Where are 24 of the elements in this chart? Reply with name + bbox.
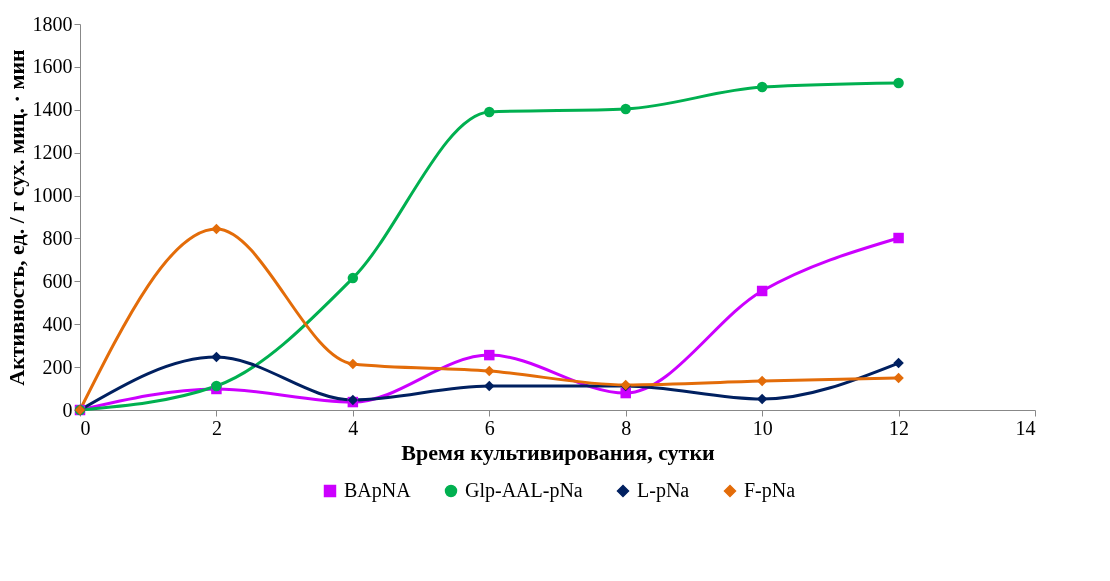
legend-label: BApNA bbox=[344, 479, 412, 502]
y-tick-label: 200 bbox=[42, 355, 73, 378]
y-tick-label: 800 bbox=[42, 226, 73, 249]
y-tick-label: 400 bbox=[42, 312, 73, 335]
x-tick-label: 0 bbox=[80, 416, 91, 439]
y-tick-label: 1600 bbox=[32, 55, 73, 78]
y-tick-label: 0 bbox=[62, 398, 73, 421]
x-tick-label: 14 bbox=[1015, 416, 1036, 439]
x-axis-title: Время культивирования, сутки bbox=[401, 439, 716, 465]
x-tick-label: 12 bbox=[889, 416, 910, 439]
x-tick-label: 10 bbox=[752, 416, 773, 439]
legend-label: L-pNa bbox=[637, 479, 690, 502]
x-tick-label: 8 bbox=[621, 416, 632, 439]
legend-label: F-pNa bbox=[744, 479, 796, 502]
legend-label: Glp-AAL-pNa bbox=[465, 479, 583, 502]
x-tick-label: 6 bbox=[484, 416, 495, 439]
y-axis-title: Активность, ед. / г сух. миц. · мин bbox=[3, 48, 29, 386]
y-tick-label: 1000 bbox=[32, 184, 73, 207]
x-tick-label: 2 bbox=[211, 416, 222, 439]
y-tick-label: 1200 bbox=[32, 141, 73, 164]
y-tick-label: 1800 bbox=[32, 12, 73, 35]
y-tick-label: 1400 bbox=[32, 98, 73, 121]
x-tick-label: 4 bbox=[348, 416, 359, 439]
y-tick-label: 600 bbox=[42, 269, 73, 292]
